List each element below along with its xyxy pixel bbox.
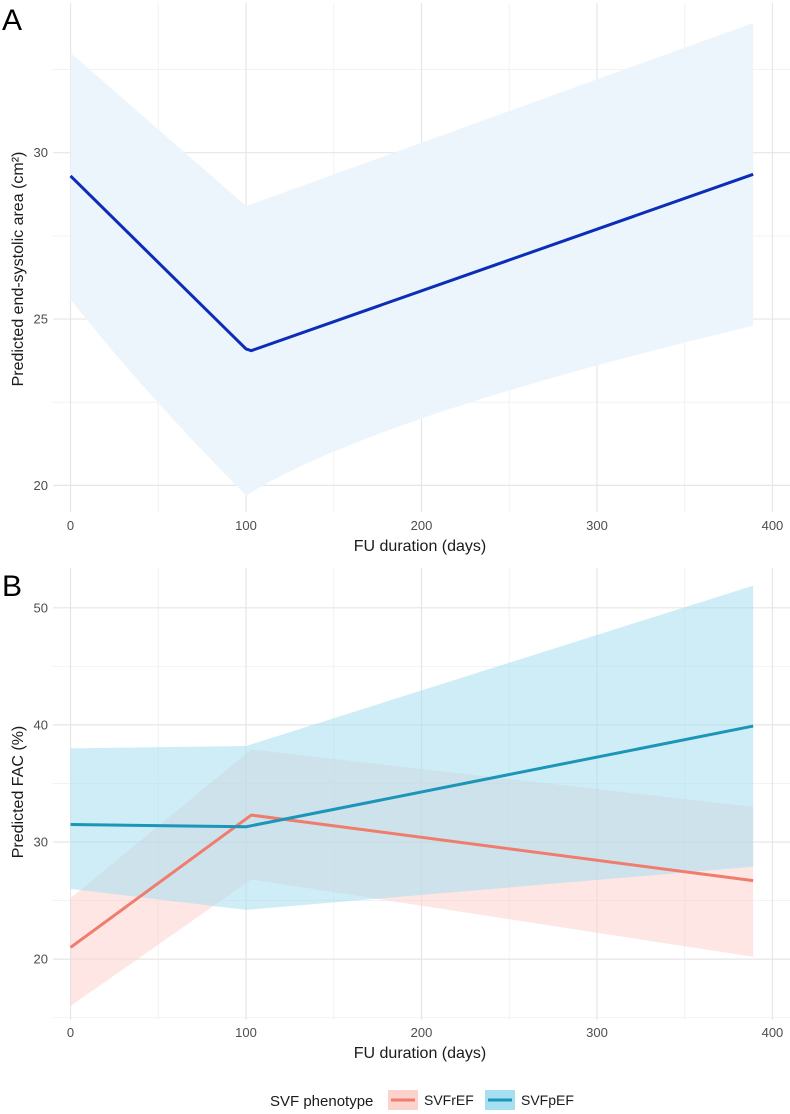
- x-tick-label: 0: [67, 1025, 74, 1040]
- series-line-end-systolic-area: [69, 172, 754, 353]
- legend-item-svfref: SVFrEF: [388, 1090, 474, 1110]
- y-tick-label: 40: [34, 717, 48, 732]
- x-tick-label: 400: [762, 1025, 784, 1040]
- y-tick-label: 50: [34, 600, 48, 615]
- x-tick-label: 300: [586, 518, 608, 533]
- panel-b-y-axis-title: Predicted FAC (%): [10, 726, 27, 858]
- legend-title: SVF phenotype: [270, 1093, 373, 1110]
- panel-b-x-axis-title: FU duration (days): [354, 1045, 487, 1062]
- panel-a: A 20 25 30 0 100 200 300 400 FU duration (days…: [2, 3, 790, 555]
- panel-b-ci-bands: [70, 585, 754, 1006]
- series-line-svfref: [69, 813, 754, 949]
- x-tick-label: 200: [411, 518, 433, 533]
- panel-b-x-ticks: 0 100 200 300 400: [67, 1025, 783, 1040]
- x-tick-label: 300: [586, 1025, 608, 1040]
- x-tick-label: 100: [235, 1025, 257, 1040]
- x-tick-label: 100: [235, 518, 257, 533]
- series-line-svfpef: [70, 724, 754, 829]
- x-tick-label: 200: [411, 1025, 433, 1040]
- panel-b-lines: [69, 724, 754, 949]
- legend-label-svfref: SVFrEF: [424, 1092, 474, 1108]
- panel-a-ci-bands: [70, 22, 754, 496]
- panel-a-x-ticks: 0 100 200 300 400: [67, 518, 783, 533]
- y-tick-label: 20: [34, 952, 48, 967]
- x-tick-label: 0: [67, 518, 74, 533]
- panel-a-y-ticks: 20 25 30: [34, 145, 48, 493]
- panel-b-y-ticks: 20 30 40 50: [34, 600, 48, 966]
- legend-item-svfpef: SVFpEF: [485, 1090, 574, 1110]
- panel-a-x-axis-title: FU duration (days): [354, 538, 487, 555]
- y-tick-label: 30: [34, 835, 48, 850]
- y-tick-label: 20: [34, 478, 48, 493]
- x-tick-label: 400: [762, 518, 784, 533]
- legend-label-svfpef: SVFpEF: [521, 1092, 574, 1108]
- panel-b-label: B: [2, 570, 22, 603]
- panel-a-lines: [69, 172, 754, 353]
- y-tick-label: 30: [34, 145, 48, 160]
- legend: SVF phenotype SVFrEF SVFpEF: [270, 1090, 574, 1110]
- panel-a-label: A: [2, 4, 22, 37]
- panel-b: B 20 30 40 50 0 100 200 300 400 FU duration (da…: [2, 568, 790, 1062]
- ci-band-svfpef: [70, 585, 754, 910]
- y-tick-label: 25: [34, 312, 48, 327]
- ci-band-end-systolic-area: [70, 22, 754, 496]
- panel-a-y-axis-title: Predicted end-systolic area (cm²): [10, 152, 27, 387]
